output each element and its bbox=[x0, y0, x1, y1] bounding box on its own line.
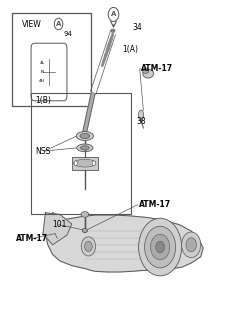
Ellipse shape bbox=[74, 159, 96, 167]
Circle shape bbox=[74, 161, 77, 165]
Text: 101: 101 bbox=[52, 220, 66, 229]
Text: A: A bbox=[111, 12, 116, 17]
Text: N: N bbox=[41, 70, 44, 74]
Text: 1(A): 1(A) bbox=[122, 45, 138, 54]
Circle shape bbox=[156, 241, 164, 253]
Bar bbox=[72, 157, 98, 170]
Text: ATM-17: ATM-17 bbox=[16, 234, 48, 243]
Ellipse shape bbox=[138, 110, 144, 120]
Text: 4L: 4L bbox=[40, 61, 45, 65]
Circle shape bbox=[186, 238, 196, 252]
Text: 94: 94 bbox=[63, 31, 72, 36]
Ellipse shape bbox=[77, 144, 93, 152]
Text: 38: 38 bbox=[136, 117, 146, 126]
Ellipse shape bbox=[81, 146, 89, 150]
Text: VIEW: VIEW bbox=[22, 20, 41, 28]
Circle shape bbox=[81, 237, 96, 256]
Text: ATM-17: ATM-17 bbox=[139, 200, 171, 209]
Polygon shape bbox=[45, 213, 203, 272]
Ellipse shape bbox=[76, 132, 93, 140]
Ellipse shape bbox=[80, 133, 90, 139]
Bar bbox=[31, 93, 131, 214]
Circle shape bbox=[92, 161, 96, 165]
Circle shape bbox=[151, 234, 170, 260]
Text: 34: 34 bbox=[133, 23, 142, 32]
Polygon shape bbox=[43, 213, 72, 245]
Text: 1(B): 1(B) bbox=[35, 96, 51, 105]
Text: NSS: NSS bbox=[35, 147, 51, 156]
Circle shape bbox=[85, 241, 92, 252]
Ellipse shape bbox=[143, 69, 149, 74]
Circle shape bbox=[139, 218, 182, 276]
Polygon shape bbox=[81, 92, 95, 140]
Bar bbox=[12, 13, 91, 106]
Ellipse shape bbox=[81, 212, 89, 217]
Text: A: A bbox=[56, 21, 61, 27]
Circle shape bbox=[145, 226, 176, 268]
Ellipse shape bbox=[111, 29, 115, 32]
Text: 4H: 4H bbox=[39, 79, 45, 83]
Ellipse shape bbox=[82, 228, 87, 232]
Ellipse shape bbox=[143, 69, 153, 78]
Circle shape bbox=[182, 232, 201, 258]
Text: ATM-17: ATM-17 bbox=[141, 64, 173, 73]
